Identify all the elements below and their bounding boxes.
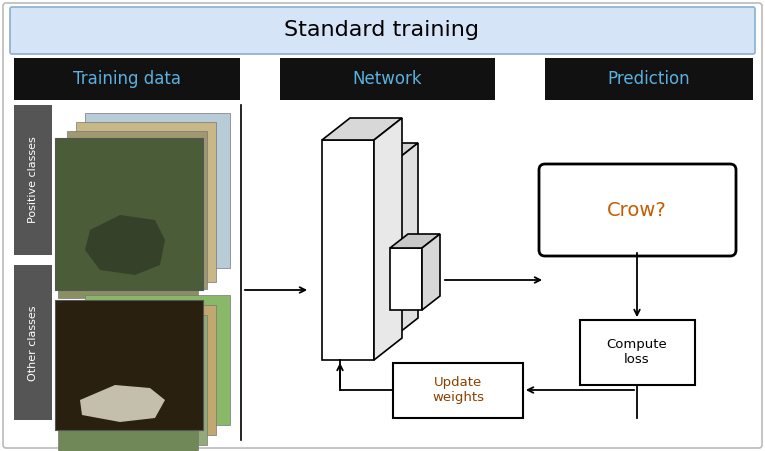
Bar bbox=[390, 248, 422, 310]
Text: Prediction: Prediction bbox=[607, 70, 690, 88]
Polygon shape bbox=[374, 118, 402, 360]
Bar bbox=[280, 58, 495, 100]
FancyBboxPatch shape bbox=[3, 3, 762, 448]
Bar bbox=[55, 138, 203, 290]
Bar bbox=[322, 140, 374, 360]
Bar bbox=[67, 131, 207, 289]
Bar bbox=[76, 122, 216, 282]
Text: Other classes: Other classes bbox=[28, 305, 38, 381]
FancyBboxPatch shape bbox=[539, 164, 736, 256]
Polygon shape bbox=[80, 385, 165, 422]
Bar bbox=[545, 58, 753, 100]
Bar bbox=[85, 295, 230, 425]
Bar bbox=[85, 113, 230, 268]
Polygon shape bbox=[85, 215, 165, 275]
Bar bbox=[67, 315, 207, 445]
Text: Network: Network bbox=[352, 70, 422, 88]
Bar bbox=[58, 325, 198, 451]
Text: Standard training: Standard training bbox=[285, 20, 480, 40]
Polygon shape bbox=[348, 143, 418, 165]
Bar bbox=[14, 105, 52, 255]
Bar bbox=[14, 58, 240, 100]
FancyBboxPatch shape bbox=[10, 7, 755, 54]
Bar bbox=[348, 165, 390, 340]
Polygon shape bbox=[422, 234, 440, 310]
Polygon shape bbox=[390, 234, 440, 248]
Polygon shape bbox=[390, 143, 418, 340]
Polygon shape bbox=[322, 118, 402, 140]
Text: Compute
loss: Compute loss bbox=[607, 338, 667, 366]
Text: Crow?: Crow? bbox=[607, 201, 667, 220]
Text: Update
weights: Update weights bbox=[432, 376, 484, 404]
Bar bbox=[55, 300, 203, 430]
Bar bbox=[76, 305, 216, 435]
Bar bbox=[14, 265, 52, 420]
Text: Training data: Training data bbox=[73, 70, 181, 88]
Bar bbox=[393, 363, 523, 418]
Bar bbox=[58, 140, 198, 298]
Text: Positive classes: Positive classes bbox=[28, 137, 38, 223]
Bar bbox=[580, 320, 695, 385]
